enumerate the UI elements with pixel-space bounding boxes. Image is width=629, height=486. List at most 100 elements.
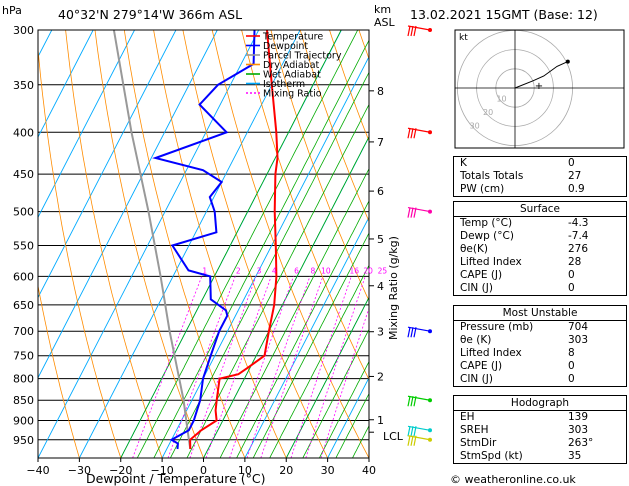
- wind-barb-feather: [410, 426, 414, 437]
- mixing-ratio-line: [305, 276, 366, 458]
- wind-barb-feather: [407, 435, 411, 446]
- mixing-ratio-label: 16: [349, 266, 359, 275]
- mixing-ratio-line: [290, 276, 352, 458]
- pressure-tick-label: 950: [13, 434, 34, 447]
- wind-barb-shaft: [407, 25, 431, 31]
- x-tick-label: −30: [68, 464, 91, 477]
- surface-title: Surface: [454, 202, 626, 217]
- hodograph-table: Hodograph EH 139 SREH 303 StmDir 263° StmSp…: [453, 395, 627, 464]
- row-value: 8: [568, 347, 575, 359]
- wet-adiabat-line: [236, 200, 369, 458]
- hpa-label: hPa: [2, 4, 22, 17]
- wind-barb-dot: [428, 437, 432, 442]
- row-label: CAPE (J): [460, 269, 503, 281]
- isotherm-line: [161, 55, 369, 458]
- mixing-ratio-line: [246, 276, 311, 458]
- surface-row: θe(K) 276: [454, 243, 626, 256]
- row-value: 276: [568, 243, 589, 255]
- legend-label: Dry Adiabat: [263, 60, 320, 71]
- pressure-tick-label: 500: [13, 206, 34, 219]
- row-label: K: [460, 157, 467, 169]
- parcel-trajectory-line: [112, 30, 192, 450]
- mixing-ratio-label: 3: [257, 266, 262, 275]
- pressure-tick-label: 550: [13, 239, 34, 252]
- isotherm-line: [0, 30, 10, 458]
- x-tick-label: 20: [279, 464, 293, 477]
- dry-adiabat-line: [270, 30, 369, 302]
- dry-adiabat-line: [153, 30, 287, 458]
- row-value: 263°: [568, 437, 594, 449]
- pressure-tick-label: 900: [13, 415, 34, 428]
- hodograph-kt-label: kt: [459, 33, 468, 43]
- row-label: Temp (°C): [460, 217, 513, 229]
- most-unstable-title: Most Unstable: [454, 306, 626, 321]
- wind-barb-feather: [407, 426, 411, 437]
- mixing-ratio-label: 10: [321, 266, 331, 275]
- mixing-ratio-label: 4: [272, 266, 277, 275]
- location-title: 40°32'N 279°14'W 366m ASL: [58, 7, 242, 22]
- pressure-tick-label: 750: [13, 350, 34, 363]
- row-value: 303: [568, 334, 589, 346]
- wind-barb-feather: [413, 25, 417, 37]
- pressure-tick-label: 700: [13, 325, 34, 338]
- pressure-tick-label: 450: [13, 168, 34, 181]
- surface-row: Lifted Index 28: [454, 256, 626, 269]
- wind-barb-feather: [413, 426, 417, 437]
- km-tick-label: 4: [377, 280, 384, 293]
- hodo-row: StmDir 263°: [454, 437, 626, 450]
- wind-barb-feather: [410, 207, 414, 218]
- wind-barb-dot: [428, 130, 432, 135]
- mu-row: Pressure (mb) 704: [454, 321, 626, 334]
- row-value: 0: [568, 269, 575, 281]
- wet-adiabat-line: [335, 392, 369, 458]
- row-label: SREH: [460, 424, 489, 436]
- wet-adiabat-line: [252, 232, 369, 458]
- isotherm-line: [327, 376, 369, 458]
- x-tick-label: 0: [200, 464, 207, 477]
- wind-barb-feather: [413, 327, 417, 338]
- row-label: StmDir: [460, 437, 497, 449]
- row-label: CAPE (J): [460, 360, 503, 372]
- mixing-ratio-line: [167, 276, 236, 458]
- row-value: 139: [568, 411, 589, 423]
- wind-barb-feather: [407, 327, 411, 338]
- wind-barb-dot: [428, 209, 432, 214]
- dry-adiabat-line: [241, 30, 369, 381]
- surface-table: Surface Temp (°C) -4.3 Dewp (°C) -7.4 θe(K…: [453, 201, 627, 296]
- asl-label: ASL: [374, 16, 396, 29]
- pressure-tick-label: 300: [13, 24, 34, 37]
- row-value: 0: [568, 282, 575, 294]
- wind-barb-dot: [428, 428, 432, 433]
- mixing-ratio-line: [229, 276, 294, 458]
- storm-motion-marker: +: [535, 81, 543, 92]
- row-value: 28: [568, 256, 582, 268]
- wet-adiabat-line: [285, 296, 369, 458]
- hodo-row: EH 139: [454, 411, 626, 424]
- surface-row: CIN (J) 0: [454, 282, 626, 295]
- wind-barb-shaft: [407, 435, 431, 441]
- isotherm-line: [38, 30, 218, 379]
- x-tick-label: 30: [321, 464, 335, 477]
- legend-label: Dewpoint: [263, 41, 308, 52]
- row-value: 0: [568, 157, 575, 169]
- km-tick-label: 5: [377, 233, 384, 246]
- wet-adiabat-line: [319, 360, 369, 458]
- row-label: Lifted Index: [460, 256, 522, 268]
- isotherm-line: [244, 216, 369, 458]
- mu-row: Lifted Index 8: [454, 347, 626, 360]
- wind-barb-dot: [428, 329, 432, 334]
- km-tick-label: 7: [377, 136, 384, 149]
- wind-barb-dot: [428, 398, 432, 403]
- row-label: StmSpd (kt): [460, 450, 523, 462]
- wind-barb-feather: [407, 25, 411, 37]
- mixing-ratio-label: 1: [202, 266, 207, 275]
- legend-label: Parcel Trajectory: [263, 51, 342, 62]
- dry-adiabat-line: [211, 30, 369, 458]
- wet-adiabat-line: [302, 328, 369, 458]
- row-label: θe(K): [460, 243, 488, 255]
- wind-barb-shaft: [407, 395, 431, 401]
- most-unstable-table: Most Unstable Pressure (mb) 704 θe (K) 303…: [453, 305, 627, 387]
- wind-barb-feather: [413, 207, 417, 218]
